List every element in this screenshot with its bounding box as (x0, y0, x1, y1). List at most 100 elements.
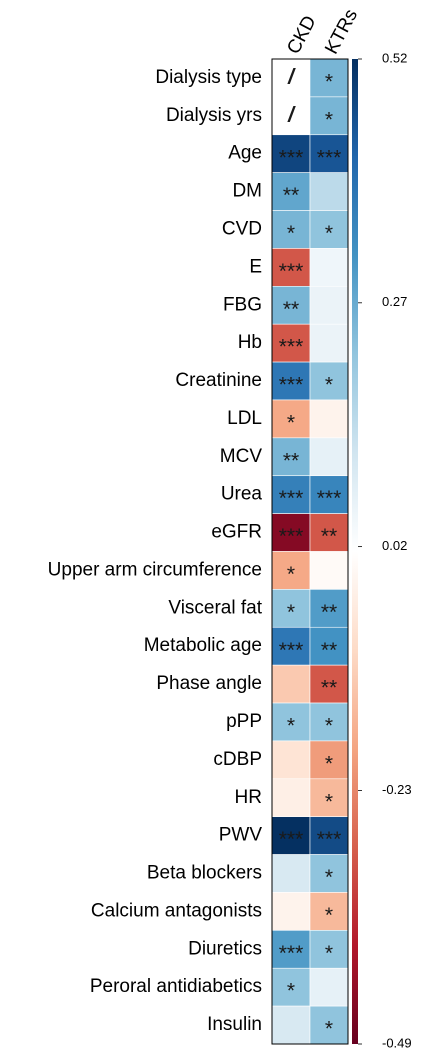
heat-cell (309, 513, 349, 552)
heat-cell (309, 967, 349, 1007)
significance-label: ** (321, 677, 337, 700)
row-label: Upper arm circumference (48, 559, 262, 580)
row-label: Urea (221, 484, 263, 505)
colorbar (352, 59, 358, 1044)
colorbar-tick-label: 0.02 (382, 538, 407, 553)
heat-cell (271, 854, 311, 893)
significance-label: *** (279, 639, 304, 662)
significance-label: * (325, 715, 333, 738)
heat-cell (271, 892, 311, 931)
heat-cell (309, 664, 349, 704)
row-label: Hb (238, 332, 262, 353)
heat-cell (309, 626, 349, 666)
row-label: Beta blockers (147, 863, 262, 884)
significance-label: * (287, 411, 295, 434)
row-label: LDL (227, 408, 262, 429)
significance-label: * (325, 790, 333, 813)
row-label: pPP (226, 711, 262, 732)
heat-cell (309, 1005, 349, 1045)
heat-cell (271, 551, 311, 590)
significance-label: *** (317, 828, 342, 851)
heat-cell (309, 58, 349, 98)
heat-cell (271, 778, 311, 817)
heat-cell (309, 702, 349, 742)
significance-label: *** (279, 260, 304, 283)
colorbar-tick-label: -0.49 (382, 1035, 412, 1050)
significance-label: / (287, 65, 296, 88)
significance-label: * (325, 222, 333, 245)
significance-label: *** (279, 336, 304, 359)
heat-cell (271, 475, 311, 514)
significance-label: * (325, 904, 333, 927)
colorbar-tick-label: 0.52 (382, 50, 407, 65)
colorbar-tick-label: 0.27 (382, 294, 407, 309)
row-label: DM (232, 181, 262, 202)
heatmap-border (271, 58, 349, 1045)
significance-label: *** (317, 487, 342, 510)
row-label: Metabolic age (144, 635, 262, 656)
heat-cell (309, 399, 349, 439)
heat-cell (271, 1005, 311, 1045)
heat-cell (309, 361, 349, 401)
column-header: CKD (283, 12, 320, 57)
significance-label: ** (321, 639, 337, 662)
row-label: Visceral fat (168, 597, 262, 618)
heat-cell (309, 248, 349, 287)
heat-cell (309, 551, 349, 590)
significance-label: ** (321, 601, 337, 624)
heat-cell (309, 210, 349, 249)
significance-label: *** (317, 146, 342, 169)
heat-cell (309, 778, 349, 817)
heat-cell (271, 210, 311, 249)
significance-label: ** (283, 449, 299, 472)
row-label: E (249, 256, 262, 277)
row-label: Dialysis type (155, 67, 262, 88)
significance-label: * (325, 752, 333, 775)
heat-cell (309, 437, 349, 477)
significance-label: / (287, 103, 296, 126)
significance-label: * (325, 942, 333, 965)
row-label: Age (228, 143, 262, 164)
row-label: Insulin (207, 1014, 262, 1035)
significance-label: * (287, 601, 295, 624)
significance-label: * (287, 980, 295, 1003)
row-label: Calcium antagonists (91, 900, 262, 921)
heat-cell (271, 172, 311, 211)
significance-label: ** (283, 184, 299, 207)
heat-cell (309, 323, 349, 363)
heat-cell (309, 286, 349, 325)
heat-cell (271, 664, 311, 704)
row-label: cDBP (213, 749, 262, 770)
row-label: Creatinine (175, 370, 262, 391)
row-label: FBG (223, 294, 262, 315)
significance-label: *** (279, 828, 304, 851)
row-label: CVD (222, 218, 262, 239)
significance-label: * (325, 108, 333, 131)
heat-cell (271, 626, 311, 666)
heat-cell (271, 740, 311, 780)
heat-cell (309, 172, 349, 211)
row-label: Peroral antidiabetics (90, 976, 262, 997)
significance-label: *** (279, 525, 304, 548)
significance-label: * (325, 1018, 333, 1041)
significance-label: * (325, 70, 333, 93)
colorbar-tick-label: -0.23 (382, 782, 412, 797)
row-label: eGFR (211, 522, 262, 543)
heat-cell (309, 96, 349, 136)
row-label: Phase angle (156, 673, 262, 694)
heat-cell (309, 134, 349, 173)
significance-label: * (287, 563, 295, 586)
significance-label: * (287, 222, 295, 245)
column-header: KTRs (321, 6, 362, 58)
significance-label: *** (279, 942, 304, 965)
row-label: MCV (220, 446, 263, 467)
heat-cell (271, 248, 311, 287)
significance-label: *** (279, 487, 304, 510)
significance-label: ** (321, 525, 337, 548)
row-label: PWV (219, 825, 263, 846)
significance-label: *** (279, 146, 304, 169)
significance-label: ** (283, 298, 299, 321)
row-label: HR (235, 787, 262, 808)
significance-label: * (287, 715, 295, 738)
